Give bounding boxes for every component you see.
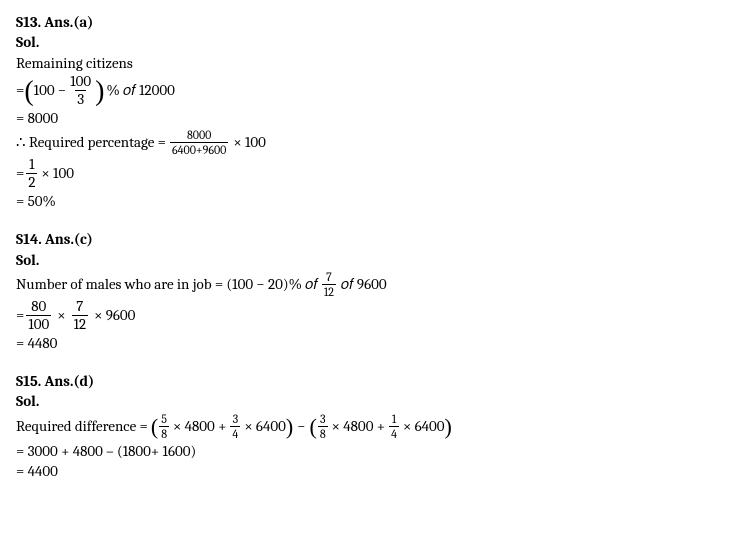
fraction: 5 8: [159, 413, 169, 440]
numerator: 100: [68, 74, 93, 90]
s13-line6: = 50%: [16, 191, 733, 211]
s13-header: S13. Ans.(a): [16, 12, 733, 32]
text: Number of males who are in job = (100 − …: [16, 274, 318, 294]
numerator: 5: [159, 413, 169, 426]
s14-line1: Number of males who are in job = (100 − …: [16, 271, 733, 298]
fraction: 1 4: [389, 413, 399, 440]
s14-header: S14. Ans.(c): [16, 229, 733, 249]
s14-line3: = 4480: [16, 333, 733, 353]
fraction: 1 2: [26, 157, 37, 190]
denominator: 6400+9600: [170, 142, 228, 156]
fraction: 7 12: [322, 271, 336, 298]
s13-line5: = 1 2 × 100: [16, 157, 733, 190]
denominator: 100: [26, 315, 51, 332]
s14-sol-label: Sol.: [16, 250, 733, 270]
s15-header: S15. Ans.(d): [16, 371, 733, 391]
fraction: 100 3: [68, 74, 93, 107]
text: =: [16, 305, 24, 325]
s13-line3: = 8000: [16, 108, 733, 128]
fraction: 7 12: [72, 299, 89, 332]
text: % 𝑜𝑓 12000: [106, 80, 174, 100]
s13-line1: Remaining citizens: [16, 53, 733, 73]
solution-s14: S14. Ans.(c) Sol. Number of males who ar…: [16, 229, 733, 353]
denominator: 12: [72, 315, 89, 332]
numerator: 80: [29, 299, 48, 315]
numerator: 8000: [185, 129, 213, 142]
s13-line4: ∴ Required percentage = 8000 6400+9600 ×…: [16, 129, 733, 156]
text: × 100: [41, 163, 74, 183]
numerator: 3: [231, 413, 241, 426]
s15-line1: Required difference = ( 5 8 × 4800 + 3 4…: [16, 413, 733, 440]
s15-line2: = 3000 + 4800 – (1800+ 1600): [16, 441, 733, 461]
text: Required difference =: [16, 416, 148, 436]
text: =: [16, 80, 24, 100]
numerator: 1: [390, 413, 398, 426]
denominator: 3: [75, 90, 86, 107]
text: −: [297, 416, 305, 436]
text: ∴ Required percentage =: [16, 132, 166, 152]
denominator: 4: [389, 426, 399, 440]
solution-s13: S13. Ans.(a) Sol. Remaining citizens = (…: [16, 12, 733, 211]
numerator: 1: [27, 157, 36, 173]
fraction: 8000 6400+9600: [170, 129, 228, 156]
denominator: 12: [322, 284, 336, 298]
text: × 9600: [94, 305, 135, 325]
text: ×: [57, 305, 65, 325]
fraction: 3 4: [230, 413, 240, 440]
denominator: 2: [26, 173, 37, 190]
s13-line2: = ( 100 − 100 3 ) % 𝑜𝑓 12000: [16, 74, 733, 107]
s13-sol-label: Sol.: [16, 32, 733, 52]
fraction: 80 100: [26, 299, 51, 332]
text: 𝑜𝑓 9600: [341, 274, 387, 294]
denominator: 8: [159, 426, 169, 440]
text: × 6400: [244, 416, 286, 436]
fraction: 3 8: [318, 413, 328, 440]
numerator: 7: [74, 299, 85, 315]
text: × 4800 +: [332, 416, 385, 436]
text: × 4800 +: [173, 416, 226, 436]
solution-s15: S15. Ans.(d) Sol. Required difference = …: [16, 371, 733, 481]
denominator: 4: [230, 426, 240, 440]
denominator: 8: [318, 426, 328, 440]
text: =: [16, 163, 24, 183]
text: × 100: [233, 132, 266, 152]
s15-sol-label: Sol.: [16, 391, 733, 411]
numerator: 3: [318, 413, 328, 426]
s14-line2: = 80 100 × 7 12 × 9600: [16, 299, 733, 332]
numerator: 7: [324, 271, 334, 284]
text: × 6400: [403, 416, 445, 436]
text: 100 −: [34, 80, 67, 100]
s15-line3: = 4400: [16, 461, 733, 481]
